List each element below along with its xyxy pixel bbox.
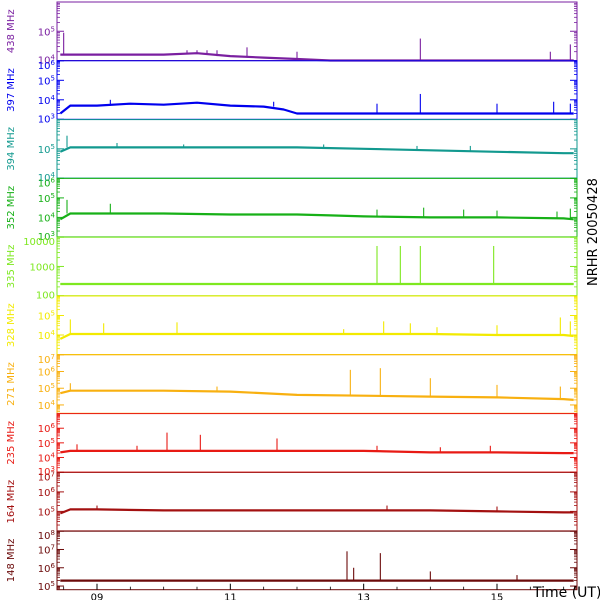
x-axis-label: Time (UT) xyxy=(532,585,600,600)
x-tick-label: 09 xyxy=(91,593,104,600)
y-tick-label: 105 xyxy=(38,382,55,395)
y-tick-label: 104 xyxy=(38,451,56,464)
y-tick-label: 107 xyxy=(38,353,55,366)
series-line xyxy=(60,389,574,401)
y-tick-label: 103 xyxy=(38,230,55,243)
y-tick-label: 105 xyxy=(38,192,55,205)
y-tick-label: 104 xyxy=(38,94,56,107)
x-tick-label: 13 xyxy=(357,593,370,600)
series-line xyxy=(59,212,574,221)
y-tick-label: 1000 xyxy=(30,262,55,273)
y-tick-label: 103 xyxy=(38,465,55,478)
y-tick-label: 105 xyxy=(38,437,55,450)
frequency-label: 148 MHz xyxy=(6,539,17,583)
y-tick-label: 105 xyxy=(38,310,55,323)
y-tick-label: 106 xyxy=(38,422,56,435)
y-tick-label: 105 xyxy=(38,143,55,156)
frequency-label: 438 MHz xyxy=(6,9,17,53)
frequency-label: 164 MHz xyxy=(6,480,17,524)
side-label: NRHR 20050428 xyxy=(586,178,600,286)
panel-1: 106 105 104 103 397 MHz xyxy=(6,59,578,125)
y-tick-label: 105 xyxy=(38,25,55,38)
y-tick-label: 105 xyxy=(38,505,55,518)
y-tick-label: 108 xyxy=(38,529,55,542)
y-tick-label: 106 xyxy=(38,486,56,499)
y-tick-label: 104 xyxy=(38,171,56,184)
series-line xyxy=(59,101,574,115)
frequency-label: 335 MHz xyxy=(6,245,17,289)
y-tick-label: 106 xyxy=(38,562,56,575)
series-line xyxy=(60,449,574,455)
frequency-label: 397 MHz xyxy=(6,68,17,112)
y-tick-label: 105 xyxy=(38,580,55,593)
y-tick-label: 104 xyxy=(38,211,56,224)
series-line xyxy=(59,508,574,515)
y-tick-label: 106 xyxy=(38,366,56,379)
frequency-label: 235 MHz xyxy=(6,421,17,465)
y-tick-label: 107 xyxy=(38,543,55,556)
series-line xyxy=(59,332,574,340)
y-tick-label: 104 xyxy=(38,54,56,67)
y-tick-label: 107 xyxy=(38,470,55,483)
panel-5: 105 104 328 MHz xyxy=(6,295,578,355)
x-tick-label: 15 xyxy=(491,593,504,600)
series-line xyxy=(59,146,574,155)
panel-frame xyxy=(56,530,578,591)
y-tick-label: 103 xyxy=(38,112,55,125)
y-tick-label: 104 xyxy=(38,329,56,342)
x-tick-label: 11 xyxy=(224,593,237,600)
y-tick-label: 10000 xyxy=(23,237,55,248)
y-tick-label: 106 xyxy=(38,59,56,72)
y-tick-label: 105 xyxy=(38,74,55,87)
y-tick-label: 106 xyxy=(38,176,56,189)
frequency-label: 271 MHz xyxy=(6,362,17,406)
frequency-label: 328 MHz xyxy=(6,303,17,347)
y-tick-label: 104 xyxy=(38,399,56,412)
frequency-label: 352 MHz xyxy=(6,186,17,230)
y-tick-label: 100 xyxy=(36,291,55,302)
time-axis: 09 11 13 15 xyxy=(63,583,565,600)
frequency-label: 394 MHz xyxy=(6,127,17,171)
